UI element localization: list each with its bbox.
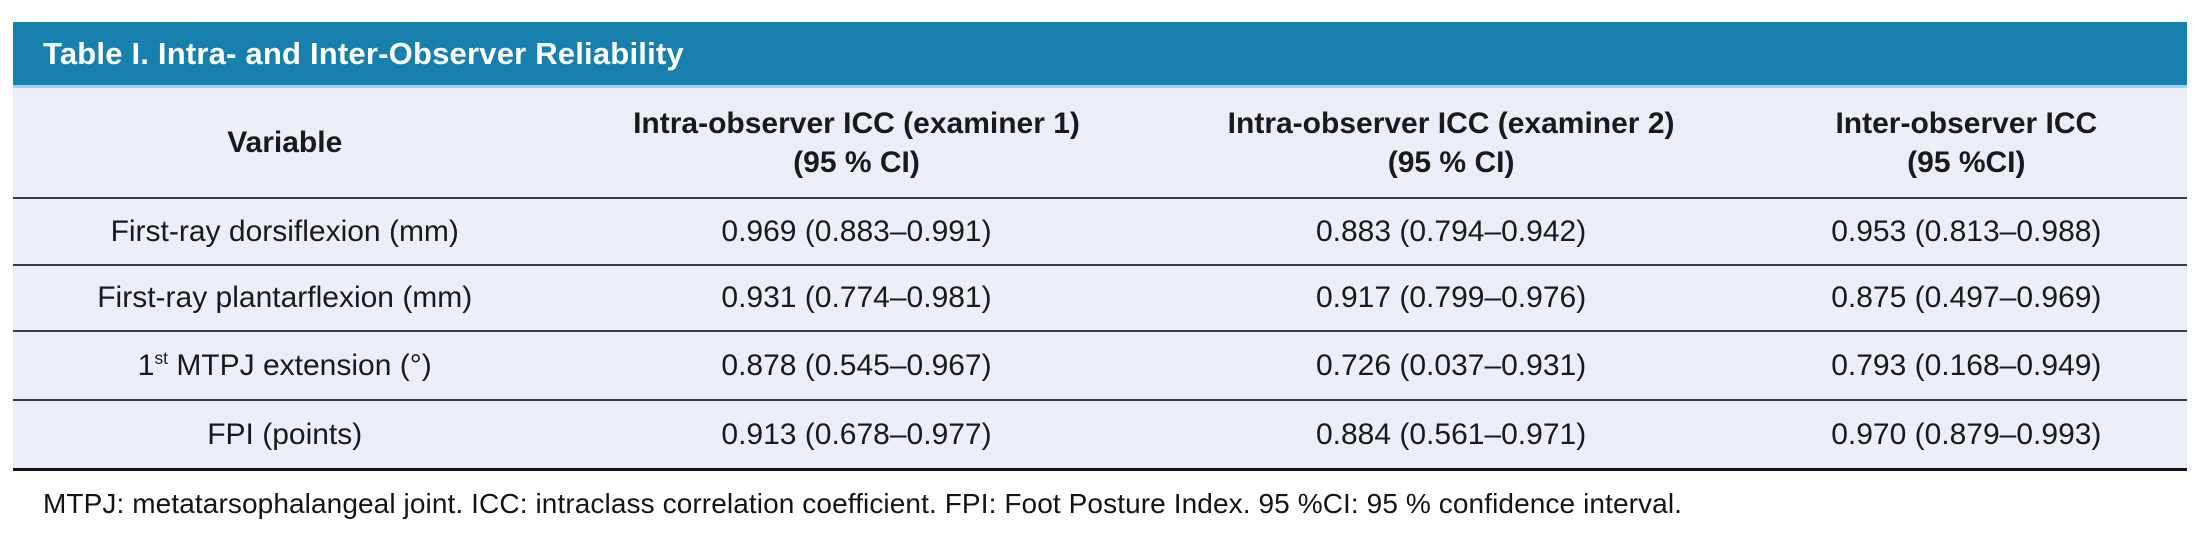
- icc-examiner1-cell: 0.969 (0.883–0.991): [556, 198, 1157, 266]
- icc-inter-observer-cell: 0.793 (0.168–0.949): [1745, 331, 2187, 401]
- column-header-label: Intra-observer ICC (examiner 2): [1227, 106, 1675, 140]
- icc-examiner1-cell: 0.913 (0.678–0.977): [556, 400, 1157, 471]
- icc-examiner2-cell: 0.726 (0.037–0.931): [1156, 331, 1746, 401]
- icc-examiner2-cell: 0.883 (0.794–0.942): [1156, 198, 1746, 266]
- column-header-inter-observer: Inter-observer ICC (95 %CI): [1745, 88, 2187, 199]
- icc-examiner2-cell: 0.884 (0.561–0.971): [1156, 400, 1746, 471]
- variable-cell: First-ray dorsiflexion (mm): [13, 198, 557, 266]
- icc-inter-observer-cell: 0.953 (0.813–0.988): [1745, 198, 2187, 266]
- reliability-table: Variable Intra-observer ICC (examiner 1)…: [13, 88, 2187, 471]
- icc-examiner1-cell: 0.931 (0.774–0.981): [556, 265, 1157, 332]
- column-header-sublabel: (95 % CI): [1387, 145, 1515, 179]
- table-footnote: MTPJ: metatarsophalangeal joint. ICC: in…: [43, 488, 1683, 519]
- table-title-bar: Table I. Intra- and Inter-Observer Relia…: [13, 22, 2187, 88]
- ordinal-superscript: st: [154, 347, 168, 368]
- icc-examiner2-cell: 0.917 (0.799–0.976): [1156, 265, 1746, 332]
- icc-examiner1-cell: 0.878 (0.545–0.967): [556, 331, 1157, 401]
- reliability-table-card: Table I. Intra- and Inter-Observer Relia…: [13, 22, 2187, 471]
- column-header-sublabel: (95 % CI): [793, 145, 920, 179]
- column-header-label: Intra-observer ICC (examiner 1): [633, 106, 1080, 140]
- table-row-first-ray-plantarflexion: First-ray plantarflexion (mm) 0.931 (0.7…: [13, 265, 2187, 332]
- icc-inter-observer-cell: 0.970 (0.879–0.993): [1745, 400, 2187, 471]
- table-row-first-ray-dorsiflexion: First-ray dorsiflexion (mm) 0.969 (0.883…: [13, 198, 2187, 266]
- column-header-label: Variable: [227, 126, 343, 159]
- table-row-fpi: FPI (points) 0.913 (0.678–0.977) 0.884 (…: [13, 400, 2187, 471]
- column-header-label: Inter-observer ICC: [1835, 106, 2098, 140]
- icc-inter-observer-cell: 0.875 (0.497–0.969): [1745, 265, 2187, 332]
- table-row-mtpj-extension: 1st MTPJ extension (°) 0.878 (0.545–0.96…: [13, 331, 2187, 401]
- header-row: Variable Intra-observer ICC (examiner 1)…: [13, 88, 2187, 199]
- variable-cell: First-ray plantarflexion (mm): [13, 265, 557, 332]
- variable-cell: FPI (points): [13, 400, 557, 471]
- column-header-intra-examiner2: Intra-observer ICC (examiner 2) (95 % CI…: [1156, 88, 1746, 199]
- variable-cell: 1st MTPJ extension (°): [13, 331, 557, 401]
- column-header-sublabel: (95 %CI): [1907, 145, 2026, 179]
- column-header-variable: Variable: [13, 88, 557, 199]
- column-header-intra-examiner1: Intra-observer ICC (examiner 1) (95 % CI…: [556, 88, 1157, 199]
- table-title: Table I. Intra- and Inter-Observer Relia…: [43, 35, 684, 71]
